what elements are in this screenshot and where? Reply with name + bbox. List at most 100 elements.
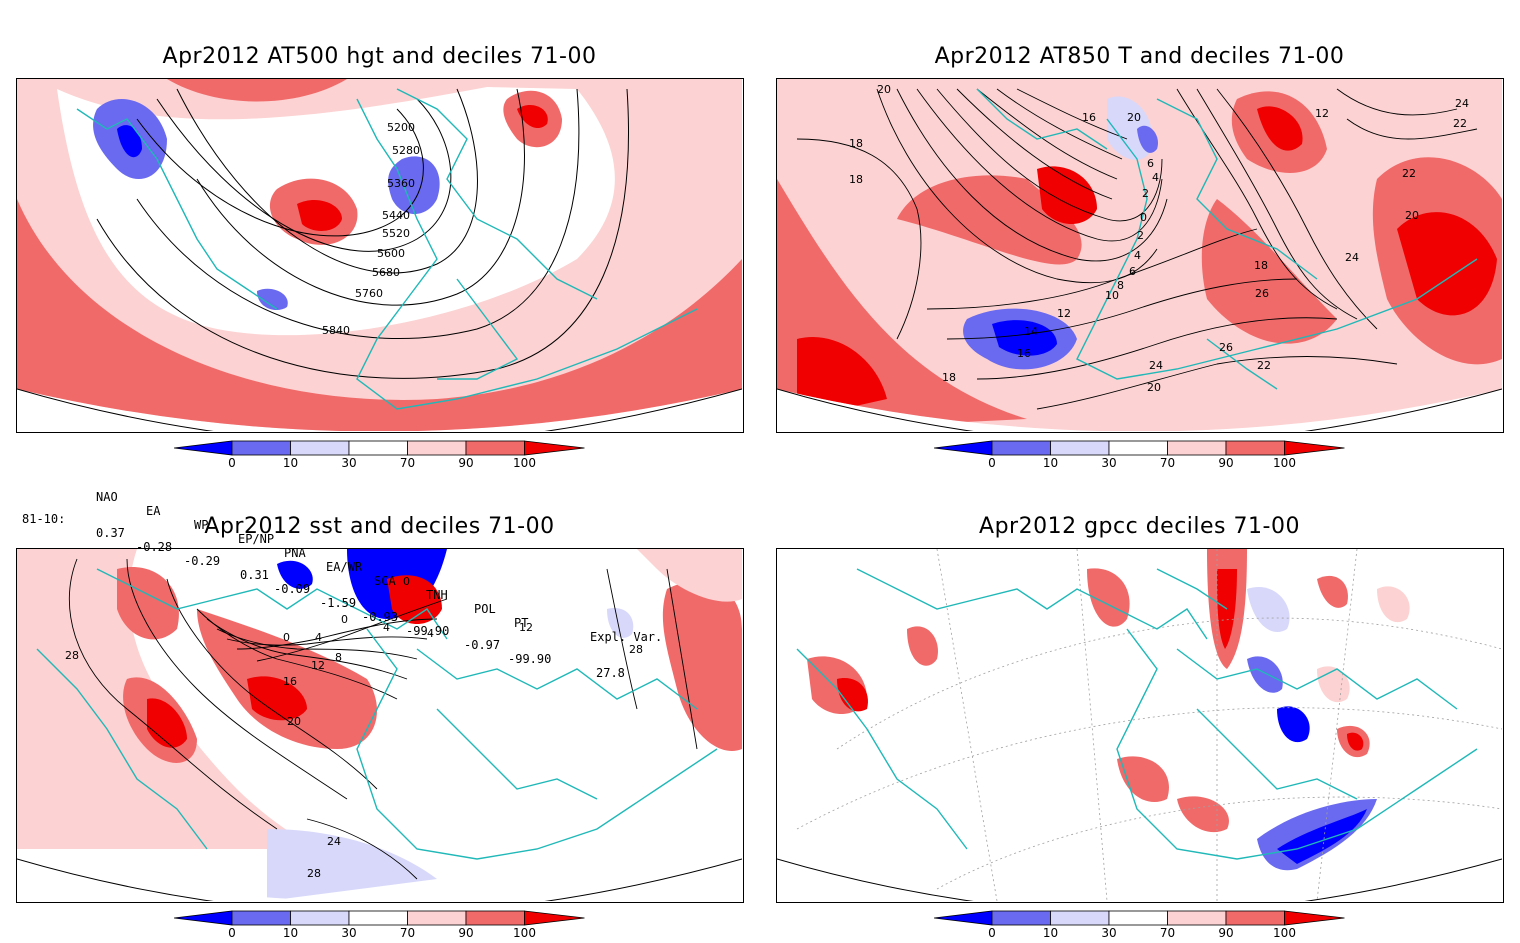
- colorbar-segment: [991, 910, 1051, 926]
- contour-label: 12: [519, 621, 533, 634]
- contour-labels-500hgt: 5200 5280 5360 5440 5520 5600 5680 5760 …: [322, 121, 420, 337]
- indices-header: NAO EA WP EP/NP PNA EA/WR SCA TNH POL PT…: [96, 476, 662, 644]
- index-header-eawr: EA/WR: [326, 560, 363, 574]
- colorbar-tick-label: 90: [1218, 926, 1233, 939]
- contour-label: 4: [383, 621, 390, 634]
- contour-label: 2: [1137, 229, 1144, 242]
- index-value-pna: -0.09: [274, 582, 311, 596]
- contour-label: 4: [1152, 171, 1159, 184]
- map-panel-850t: 20 18 18 16 20 6 4 2 0 2 4 6 8 10 12 14 …: [776, 78, 1504, 433]
- contour-label: 18: [942, 371, 956, 384]
- colorbar-tick-label: 0: [228, 456, 236, 469]
- colorbar-arrow-right: [524, 910, 585, 926]
- contour-layer: [96, 88, 629, 379]
- colorbar-tick-label: 70: [1160, 456, 1175, 469]
- colorbar-segment: [1108, 440, 1168, 456]
- contour-label: 5360: [387, 177, 415, 190]
- index-value-tnh: -99.90: [406, 624, 450, 638]
- contour-label: 14: [1024, 325, 1038, 338]
- panel-title-2: Apr2012 AT850 T and deciles 71-00: [934, 44, 1345, 69]
- contour-label: 5840: [322, 324, 350, 337]
- contour-label: 4: [427, 627, 434, 640]
- colorbar-tick-label: 90: [1218, 456, 1233, 469]
- colorbar-arrow-left: [933, 440, 993, 456]
- map-panel-500hgt: 5200 5280 5360 5440 5520 5600 5680 5760 …: [16, 78, 744, 433]
- colorbar-segment: [290, 440, 350, 456]
- colorbar-tick-label: 0: [988, 456, 996, 469]
- contour-label: 12: [1057, 307, 1071, 320]
- index-header-pol: POL: [474, 602, 496, 616]
- contour-label: 16: [283, 675, 297, 688]
- map-panel-gpcc: [776, 548, 1504, 903]
- colorbar-tick-label: 100: [1273, 926, 1296, 939]
- contour-label: 0: [283, 631, 290, 644]
- colorbar-segment: [407, 910, 467, 926]
- colorbar-tick-label: 30: [341, 926, 356, 939]
- colorbar-arrow-right: [1284, 910, 1345, 926]
- colorbar-tick-label: 70: [400, 926, 415, 939]
- contour-label: 16: [1017, 347, 1031, 360]
- index-header-explvar: Expl. Var.: [590, 630, 663, 644]
- indices-row-label: 81-10:: [22, 512, 66, 526]
- map-sst: 28 0 4 0 4 4 8 12 16 20 0 24 28 28 12: [17, 549, 742, 901]
- contour-label: 18: [849, 173, 863, 186]
- contour-label: 5760: [355, 287, 383, 300]
- colorbar-segment: [348, 440, 408, 456]
- colorbar-svg: 0 10 30 70 90 100: [173, 910, 585, 940]
- index-header-pt: PT: [514, 616, 529, 630]
- colorbar-segment: [1167, 440, 1227, 456]
- contour-label: 28: [307, 867, 321, 880]
- colorbar-arrow-left: [173, 910, 233, 926]
- index-header-wp: WP: [194, 518, 209, 532]
- contour-label: 20: [877, 83, 891, 96]
- contour-label: 22: [1453, 117, 1467, 130]
- decile-fill-layer: [777, 79, 1502, 431]
- index-value-epnp: 0.31: [240, 568, 269, 582]
- contour-label: 18: [849, 137, 863, 150]
- colorbar-segment: [1050, 440, 1110, 456]
- colorbar-tick-label: 10: [1043, 926, 1058, 939]
- contour-label: 20: [1127, 111, 1141, 124]
- index-header-pna: PNA: [284, 546, 306, 560]
- index-header-epnp: EP/NP: [238, 532, 275, 546]
- colorbar-tick-label: 70: [400, 456, 415, 469]
- colorbar-tick-label: 90: [458, 926, 473, 939]
- panel-title-3: Apr2012 sst and deciles 71-00: [204, 514, 555, 539]
- colorbar-1: 0 10 30 70 90 100: [173, 439, 586, 470]
- contour-label: 6: [1129, 265, 1136, 278]
- index-value-eawr: -1.59: [320, 596, 357, 610]
- index-header-ea: EA: [146, 504, 161, 518]
- contour-label: 5600: [377, 247, 405, 260]
- colorbar-segment: [231, 910, 291, 926]
- colorbar-segment: [1050, 910, 1110, 926]
- map-gpcc: [777, 549, 1502, 901]
- contour-label: 24: [1455, 97, 1469, 110]
- contour-label: 8: [1117, 279, 1124, 292]
- coastline-layer: [976, 88, 1478, 390]
- colorbar-2: 0 10 30 70 90 100: [933, 439, 1346, 470]
- colorbar-segment: [231, 440, 291, 456]
- colorbar-arrow-left: [173, 440, 233, 456]
- colorbar-tick-label: 30: [1101, 456, 1116, 469]
- contour-label: 0: [403, 575, 410, 588]
- colorbar-4: 0 10 30 70 90 100: [933, 909, 1346, 940]
- contour-labels-sst: 28 0 4 0 4 4 8 12 16 20 0 24 28 28 12: [65, 575, 643, 880]
- contour-label: 18: [1254, 259, 1268, 272]
- contour-label: 2: [1142, 187, 1149, 200]
- colorbar-segment: [1225, 910, 1285, 926]
- contour-label: 28: [65, 649, 79, 662]
- colorbar-tick-label: 90: [458, 456, 473, 469]
- colorbar-segment: [348, 910, 408, 926]
- colorbar-3: 0 10 30 70 90 100: [173, 909, 586, 940]
- index-value-sca: -0.93: [362, 610, 399, 624]
- contour-label: 4: [315, 631, 322, 644]
- colorbar-tick-label: 0: [228, 926, 236, 939]
- index-value-wp: -0.29: [184, 554, 221, 568]
- contour-label: 24: [327, 835, 341, 848]
- panel-title-1: Apr2012 AT500 hgt and deciles 71-00: [162, 44, 597, 69]
- colorbar-segment: [1225, 440, 1285, 456]
- colorbar-segment: [407, 440, 467, 456]
- colorbar-svg: 0 10 30 70 90 100: [933, 910, 1345, 940]
- contour-layer: [68, 558, 698, 880]
- colorbar-arrow-right: [524, 440, 585, 456]
